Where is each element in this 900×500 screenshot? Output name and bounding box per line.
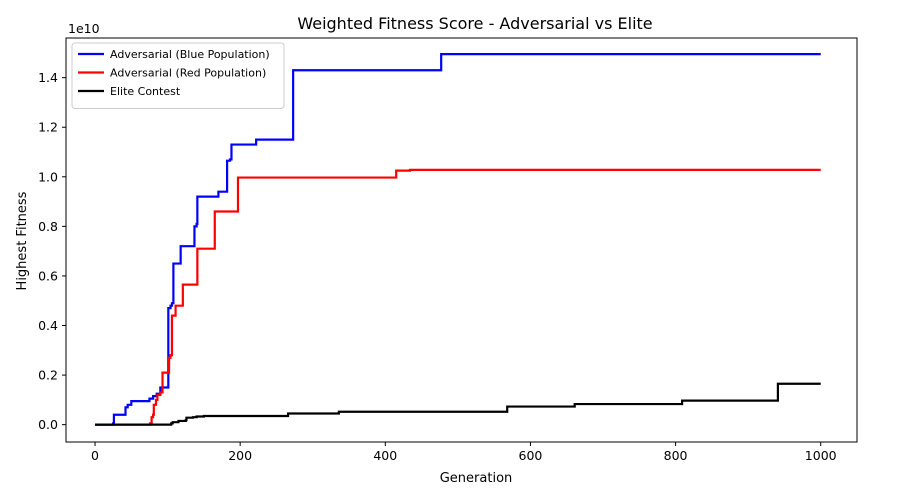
series-line-2 <box>95 382 821 426</box>
y-tick-label: 0.4 <box>38 318 58 333</box>
x-tick-label: 200 <box>228 448 252 463</box>
chart-title: Weighted Fitness Score - Adversarial vs … <box>297 14 652 33</box>
y-tick-label: 1.4 <box>38 70 58 85</box>
x-tick-label: 400 <box>373 448 397 463</box>
y-tick-label: 0.0 <box>38 417 58 432</box>
x-tick-label: 0 <box>91 448 99 463</box>
y-tick-label: 0.6 <box>38 268 58 283</box>
y-axis-label: Highest Fitness <box>15 191 30 290</box>
series-layer <box>95 53 821 426</box>
legend-label: Adversarial (Red Population) <box>110 67 266 80</box>
x-tick-label: 800 <box>664 448 688 463</box>
legend-label: Elite Contest <box>110 85 181 98</box>
y-tick-label: 0.2 <box>38 368 58 383</box>
plot-frame <box>65 37 858 443</box>
y-tick-label: 1.2 <box>38 120 58 135</box>
legend: Adversarial (Blue Population) Adversarial… <box>71 42 285 109</box>
y-multiplier-label: 1e10 <box>68 21 100 36</box>
x-axis-label: Generation <box>440 471 513 486</box>
series-line-0 <box>95 53 821 426</box>
y-axis: 0.0 0.2 0.4 0.6 0.8 1.0 1.2 1.4 <box>38 70 66 432</box>
x-tick-label: 1000 <box>805 448 837 463</box>
legend-box <box>71 42 285 109</box>
y-tick-label: 0.8 <box>38 219 58 234</box>
legend-label: Adversarial (Blue Population) <box>110 48 270 61</box>
y-tick-label: 1.0 <box>38 169 58 184</box>
x-tick-label: 600 <box>519 448 543 463</box>
x-axis: 0 200 400 600 800 1000 <box>91 442 837 463</box>
series-line-1 <box>95 168 821 426</box>
